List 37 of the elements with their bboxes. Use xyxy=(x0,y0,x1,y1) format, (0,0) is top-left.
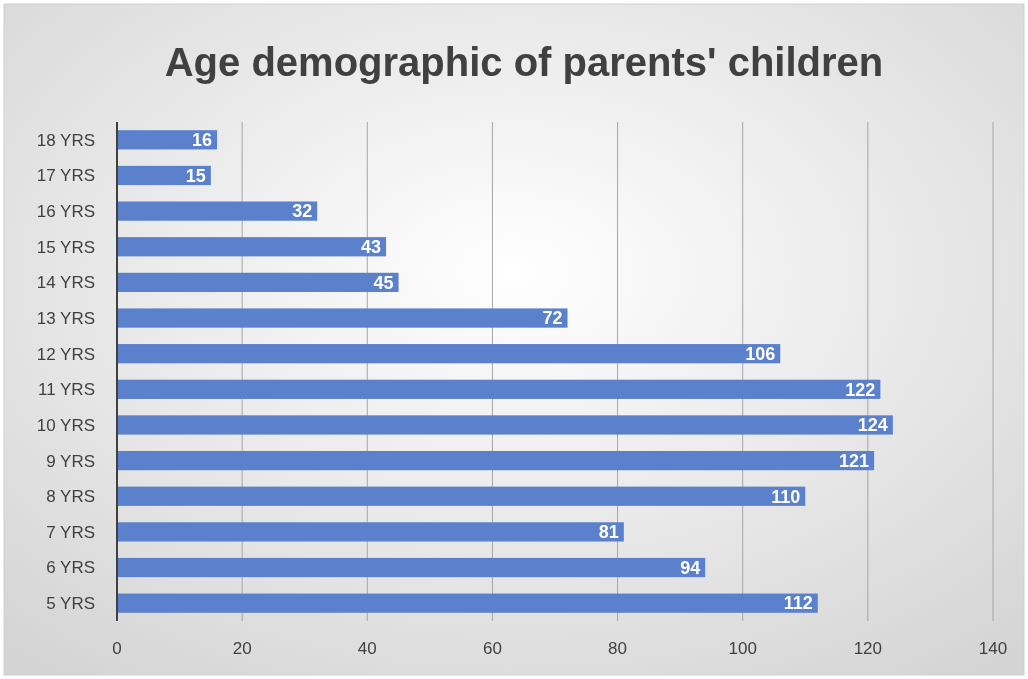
data-label: 45 xyxy=(373,272,394,293)
data-label: 94 xyxy=(680,557,701,578)
data-label: 122 xyxy=(845,379,876,400)
x-tick-label: 140 xyxy=(978,639,1008,658)
data-label: 112 xyxy=(783,593,813,614)
data-label: 121 xyxy=(839,450,870,471)
data-label: 124 xyxy=(857,415,888,436)
x-tick-label: 100 xyxy=(728,639,757,658)
y-tick-label: 18 YRS xyxy=(36,130,95,150)
x-tick-label: 80 xyxy=(608,639,628,658)
y-tick-label: 12 YRS xyxy=(36,344,95,364)
x-tick-label: 0 xyxy=(112,639,122,658)
y-tick-label: 7 YRS xyxy=(46,522,95,542)
y-tick-label: 8 YRS xyxy=(46,487,95,507)
data-label: 72 xyxy=(542,308,563,329)
data-label: 15 xyxy=(185,165,206,186)
data-label: 43 xyxy=(361,237,382,258)
x-tick-label: 20 xyxy=(232,639,252,658)
y-tick-label: 11 YRS xyxy=(37,380,95,400)
data-label: 16 xyxy=(192,130,213,151)
y-tick-label: 6 YRS xyxy=(46,558,95,578)
data-label: 106 xyxy=(745,343,776,364)
y-tick-label: 16 YRS xyxy=(36,202,95,222)
y-tick-label: 17 YRS xyxy=(36,166,95,186)
data-label: 32 xyxy=(292,201,313,222)
y-tick-label: 13 YRS xyxy=(36,308,95,328)
data-label: 81 xyxy=(598,522,619,543)
chart-title: Age demographic of parents' children xyxy=(164,40,884,84)
x-tick-label: 40 xyxy=(357,639,377,658)
x-tick-label: 120 xyxy=(853,639,883,658)
data-label: 110 xyxy=(771,486,801,507)
x-tick-label: 60 xyxy=(482,639,502,658)
y-tick-label: 14 YRS xyxy=(36,273,95,293)
y-tick-label: 9 YRS xyxy=(46,451,95,471)
y-tick-label: 10 YRS xyxy=(36,415,95,435)
y-tick-label: 15 YRS xyxy=(36,237,95,257)
y-tick-label: 5 YRS xyxy=(46,594,95,614)
